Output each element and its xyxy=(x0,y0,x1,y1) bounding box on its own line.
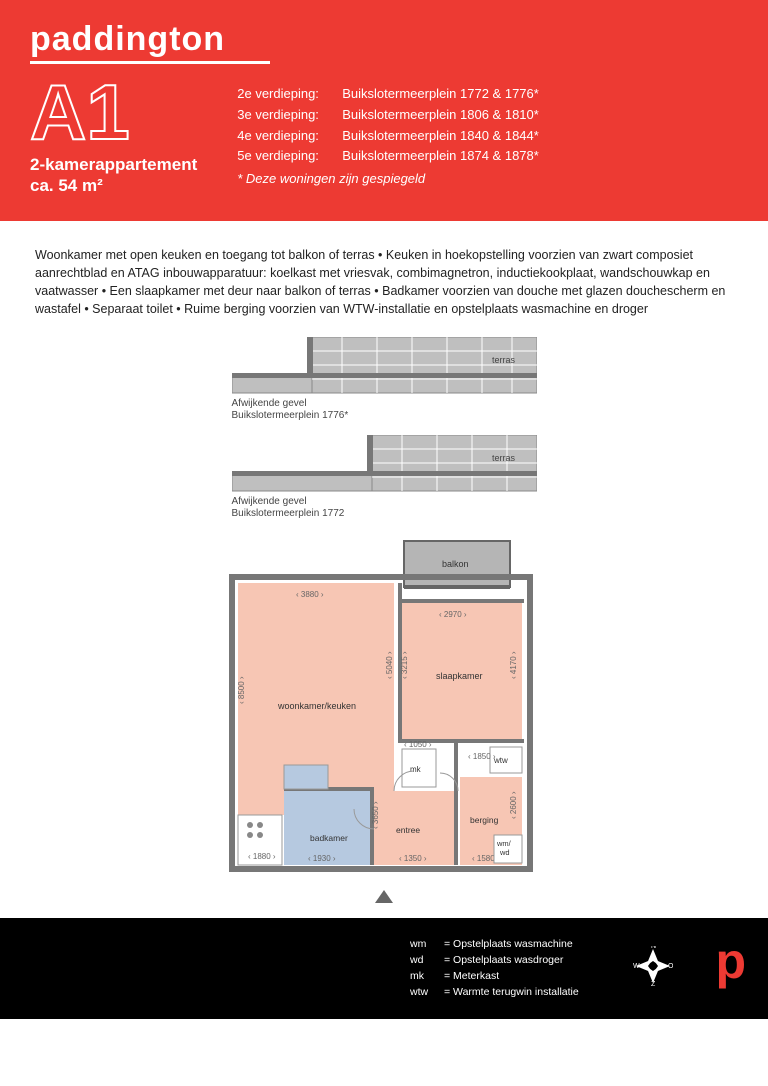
terras-label: terras xyxy=(492,355,516,365)
floor-addresses: Buikslotermeerplein 1806 & 1810* xyxy=(342,105,539,126)
room-wmwd-2: wd xyxy=(499,848,510,857)
plan-area: terras Afwijkende gevel Buikslotermeerpl… xyxy=(35,337,733,903)
floor-label: 4e verdieping: xyxy=(237,126,342,147)
apt-type-line1: 2-kamerappartement xyxy=(30,155,197,175)
terras-label: terras xyxy=(492,453,516,463)
facade-label-line1: Afwijkende gevel xyxy=(232,496,537,509)
floor-addresses: Buikslotermeerplein 1772 & 1776* xyxy=(342,84,539,105)
svg-text:W: W xyxy=(633,963,640,970)
dim-1350: ‹ 1350 › xyxy=(399,854,427,863)
room-slaapkamer: slaapkamer xyxy=(436,671,483,681)
facade-label-line2: Buikslotermeerplein 1772 xyxy=(232,508,537,521)
room-woonkamer: woonkamer/keuken xyxy=(277,701,356,711)
svg-text:O: O xyxy=(668,963,673,970)
floor-addresses: Buikslotermeerplein 1874 & 1878* xyxy=(342,146,539,167)
legend-desc: = Opstelplaats wasdroger xyxy=(444,952,563,968)
facade-label-line1: Afwijkende gevel xyxy=(232,398,537,411)
logo-underline xyxy=(30,61,270,64)
dim-1850: ‹ 1850 › xyxy=(468,752,496,761)
facade-label-line2: Buikslotermeerplein 1776* xyxy=(232,410,537,423)
legend: wm= Opstelplaats wasmachine wd= Opstelpl… xyxy=(410,936,579,1001)
dim-2970: ‹ 2970 › xyxy=(439,610,467,619)
dim-3880: ‹ 3880 › xyxy=(296,590,324,599)
apartment-type-label: 2-kamerappartement ca. 54 m² xyxy=(30,155,197,196)
legend-abbr: wd xyxy=(410,952,444,968)
legend-desc: = Meterkast xyxy=(444,968,499,984)
body-section: Woonkamer met open keuken en toegang tot… xyxy=(0,221,768,918)
legend-abbr: wtw xyxy=(410,984,444,1000)
dim-8500: ‹ 8500 › xyxy=(237,676,246,704)
facade-svg-2: terras xyxy=(232,435,537,493)
compass-icon: N O W Z xyxy=(633,946,673,991)
room-berging: berging xyxy=(470,815,499,825)
facade-variant-1: terras Afwijkende gevel Buikslotermeerpl… xyxy=(232,337,537,423)
footer-logo-icon: p xyxy=(715,936,746,986)
apartment-description: Woonkamer met open keuken en toegang tot… xyxy=(35,246,733,319)
facade-variant-2: terras Afwijkende gevel Buikslotermeerpl… xyxy=(232,435,537,521)
dim-5040: ‹ 5040 › xyxy=(385,651,394,679)
legend-desc: = Warmte terugwin installatie xyxy=(444,984,579,1000)
dim-1880: ‹ 1880 › xyxy=(248,852,276,861)
main-floorplan: balkon woonkamer/keuken ‹ 3880 › ‹ 8500 … xyxy=(224,539,544,903)
room-entree: entree xyxy=(396,825,420,835)
dim-4170: ‹ 4170 › xyxy=(509,651,518,679)
room-balkon: balkon xyxy=(442,559,469,569)
legend-desc: = Opstelplaats wasmachine xyxy=(444,936,573,952)
room-wmwd-1: wm/ xyxy=(496,839,512,848)
floor-addresses: Buikslotermeerplein 1840 & 1844* xyxy=(342,126,539,147)
facade-svg-1: terras xyxy=(232,337,537,395)
svg-text:N: N xyxy=(651,946,656,950)
legend-abbr: wm xyxy=(410,936,444,952)
logo-text: paddington xyxy=(30,20,738,59)
dim-1930: ‹ 1930 › xyxy=(308,854,336,863)
room-badkamer: badkamer xyxy=(310,833,348,843)
apt-type-line2: ca. 54 m² xyxy=(30,176,197,196)
dim-3650: ‹ 3650 › xyxy=(371,801,380,829)
dim-1050: ‹ 1050 › xyxy=(404,740,432,749)
floor-label: 5e verdieping: xyxy=(237,146,342,167)
footer-bar: wm= Opstelplaats wasmachine wd= Opstelpl… xyxy=(0,918,768,1019)
dim-2600: ‹ 2600 › xyxy=(509,791,518,819)
legend-abbr: mk xyxy=(410,968,444,984)
mirror-note: * Deze woningen zijn gespiegeld xyxy=(237,169,539,190)
room-mk: mk xyxy=(410,765,422,774)
svg-text:Z: Z xyxy=(651,981,656,986)
floor-list: 2e verdieping:Buikslotermeerplein 1772 &… xyxy=(237,84,539,196)
apartment-type-code: A1 xyxy=(30,79,197,145)
header-banner: paddington A1 2-kamerappartement ca. 54 … xyxy=(0,0,768,221)
floor-label: 2e verdieping: xyxy=(237,84,342,105)
entrance-arrow-icon xyxy=(375,890,393,903)
dim-3215: ‹ 3215 › xyxy=(400,651,409,679)
floorplan-svg: balkon woonkamer/keuken ‹ 3880 › ‹ 8500 … xyxy=(224,539,544,879)
floor-label: 3e verdieping: xyxy=(237,105,342,126)
